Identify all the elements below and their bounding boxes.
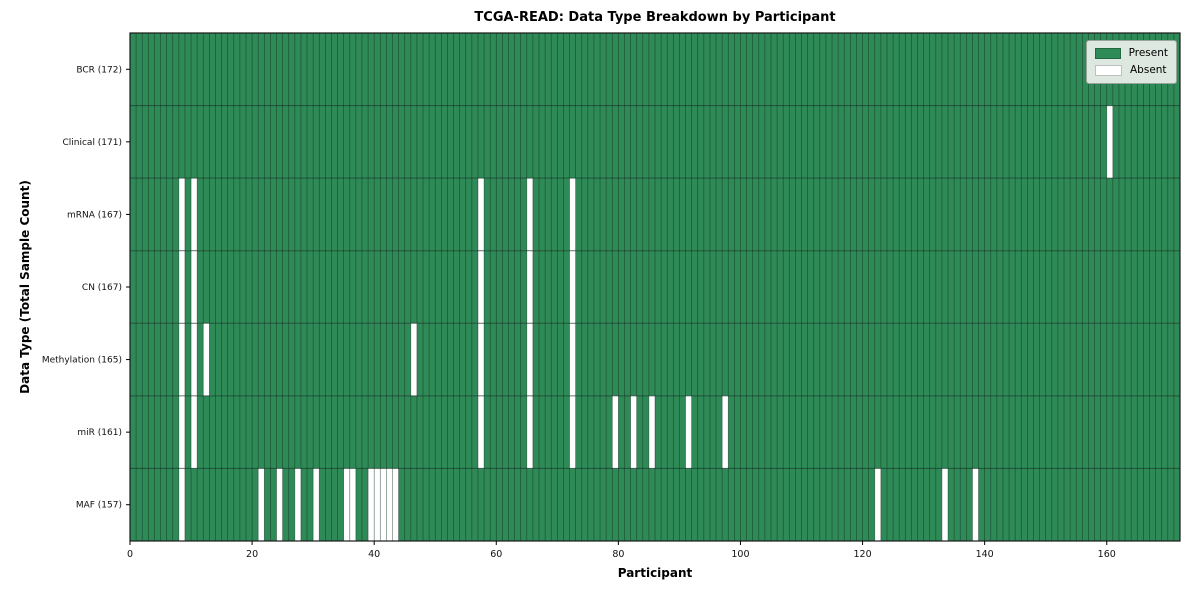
absent-cell bbox=[941, 468, 949, 541]
absent-cell bbox=[477, 178, 485, 251]
y-tick-label: BCR (172) bbox=[76, 65, 122, 75]
absent-cell bbox=[612, 395, 619, 469]
absent-cell bbox=[374, 468, 381, 541]
absent-cell bbox=[178, 178, 185, 251]
x-tick-label: 60 bbox=[490, 549, 502, 560]
legend-item-present: Present bbox=[1095, 48, 1168, 59]
absent-cell bbox=[203, 323, 210, 396]
absent-cell bbox=[178, 395, 185, 469]
absent-cell bbox=[569, 323, 576, 396]
absent-cell bbox=[477, 323, 485, 396]
absent-cell bbox=[410, 323, 417, 396]
absent-cell bbox=[258, 468, 265, 541]
y-tick-label: mRNA (167) bbox=[67, 210, 122, 220]
absent-cell bbox=[178, 468, 185, 541]
absent-cell bbox=[368, 468, 375, 541]
absent-cell bbox=[392, 468, 399, 541]
absent-cell bbox=[191, 250, 198, 324]
absent-cell bbox=[874, 468, 881, 541]
y-tick-label: Methylation (165) bbox=[42, 356, 122, 366]
absent-cell bbox=[294, 468, 301, 541]
absent-cell bbox=[313, 468, 320, 541]
absent-cell bbox=[569, 178, 576, 251]
absent-cell bbox=[722, 395, 729, 469]
legend-label-present: Present bbox=[1128, 47, 1168, 60]
y-tick-label: miR (161) bbox=[77, 428, 122, 438]
absent-cell bbox=[191, 395, 198, 469]
x-tick-label: 140 bbox=[976, 549, 994, 560]
absent-cell bbox=[648, 395, 655, 469]
legend-label-absent: Absent bbox=[1130, 64, 1167, 77]
absent-cell bbox=[630, 395, 637, 469]
x-tick-label: 0 bbox=[127, 549, 133, 560]
legend: Present Absent bbox=[1086, 40, 1177, 84]
chart-title: TCGA-READ: Data Type Breakdown by Partic… bbox=[474, 10, 836, 25]
absent-cell bbox=[972, 468, 979, 541]
y-tick-label: Clinical (171) bbox=[62, 138, 122, 148]
absent-cell bbox=[178, 250, 185, 324]
absent-cell bbox=[191, 323, 198, 396]
legend-item-absent: Absent bbox=[1095, 65, 1168, 76]
x-tick-label: 120 bbox=[853, 549, 871, 560]
absent-cell bbox=[526, 178, 533, 251]
absent-cell bbox=[380, 468, 387, 541]
y-tick-label: MAF (157) bbox=[76, 501, 122, 511]
y-tick-label: CN (167) bbox=[82, 283, 122, 293]
absent-cell bbox=[477, 250, 485, 324]
absent-cell bbox=[276, 468, 283, 541]
absent-cell bbox=[526, 250, 533, 324]
x-axis-label: Participant bbox=[617, 566, 693, 580]
absent-cell bbox=[178, 323, 185, 396]
x-tick-label: 40 bbox=[368, 549, 380, 560]
legend-swatch-absent-icon bbox=[1095, 65, 1122, 76]
absent-cell bbox=[685, 395, 692, 469]
absent-cell bbox=[569, 395, 576, 469]
absent-cell bbox=[526, 323, 533, 396]
absent-cell bbox=[477, 395, 485, 469]
legend-swatch-present-icon bbox=[1095, 48, 1121, 59]
absent-cell bbox=[349, 468, 356, 541]
absent-cell bbox=[526, 395, 533, 469]
y-axis-label: Data Type (Total Sample Count) bbox=[18, 180, 32, 394]
x-tick-label: 160 bbox=[1098, 549, 1116, 560]
x-tick-label: 100 bbox=[731, 549, 749, 560]
absent-cell bbox=[386, 468, 393, 541]
absent-cell bbox=[1106, 105, 1113, 179]
absent-cell bbox=[343, 468, 350, 541]
x-tick-label: 20 bbox=[246, 549, 258, 560]
absent-cell bbox=[569, 250, 576, 324]
x-tick-label: 80 bbox=[612, 549, 624, 560]
absent-cell bbox=[191, 178, 198, 251]
